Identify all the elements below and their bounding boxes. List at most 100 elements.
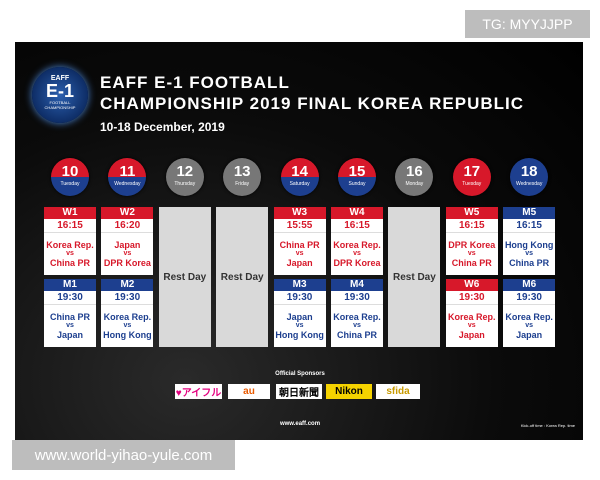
away-team: China PR <box>509 258 550 268</box>
match-code: M4 <box>331 279 383 291</box>
kickoff-time: 19:30 <box>44 291 96 305</box>
away-team: DPR Korea <box>103 258 151 268</box>
versus: vs <box>66 250 74 257</box>
teams: China PR vs Japan <box>44 305 96 347</box>
logo-mark: E-1 <box>45 81 74 101</box>
weekday: Friday <box>235 181 250 187</box>
kickoff-time: 16:15 <box>44 219 96 233</box>
teams: Korea Rep. vs Japan <box>503 305 556 347</box>
weekday: Sunday <box>348 181 366 187</box>
match-card: W5 16:15 DPR Korea vs China PR <box>445 207 498 275</box>
teams: Korea Rep. vs DPR Korea <box>331 233 383 275</box>
home-team: Korea Rep. <box>103 312 152 322</box>
sponsor-logo: 朝日新聞 <box>276 384 322 399</box>
versus: vs <box>66 322 74 329</box>
day-number: 17 <box>463 163 481 180</box>
teams: Hong Kong vs China PR <box>503 233 556 275</box>
match-code: W4 <box>331 207 383 219</box>
weekday: Thursday <box>174 181 196 187</box>
weekday: Wednesday <box>114 181 141 187</box>
match-code: M5 <box>503 207 556 219</box>
sponsor-logo: Nikon <box>326 384 372 399</box>
match-code: W6 <box>445 279 498 291</box>
versus: vs <box>353 250 361 257</box>
home-team: China PR <box>279 240 320 250</box>
away-team: DPR Korea <box>333 258 381 268</box>
day-number: 11 <box>119 163 136 180</box>
home-team: Korea Rep. <box>448 312 496 322</box>
logo: EAFF E-1 FOOTBALL CHAMPIONSHIP <box>32 67 88 123</box>
weekday: Wednesday <box>516 181 543 187</box>
day-badge: 10 Tuesday <box>51 158 89 196</box>
match-code: M1 <box>44 279 96 291</box>
day-badge: 18 Wednesday <box>510 158 549 196</box>
versus: vs <box>525 250 534 257</box>
teams: China PR vs Japan <box>273 233 326 275</box>
teams: Korea Rep. vs Japan <box>445 305 498 347</box>
day-badge: 12 Thursday <box>165 158 204 196</box>
match-code: W2 <box>101 207 154 219</box>
day-number: 10 <box>61 163 79 180</box>
match-code: M3 <box>273 279 326 291</box>
teams: Korea Rep. vs China PR <box>331 305 383 347</box>
watermark: www.world-yihao-yule.com <box>12 440 235 470</box>
kickoff-time: 16:15 <box>503 219 556 233</box>
versus: vs <box>353 322 361 329</box>
sponsor-logo: ♥アイフル <box>175 384 222 399</box>
day-badge: 15 Sunday <box>338 158 376 196</box>
match-code: M6 <box>503 279 556 291</box>
title: EAFF E-1 FOOTBALL <box>100 73 290 92</box>
away-team: Hong Kong <box>103 330 152 340</box>
kickoff-time: 19:30 <box>503 291 556 305</box>
teams: Japan vs DPR Korea <box>101 233 154 275</box>
match-card: W4 16:15 Korea Rep. vs DPR Korea <box>331 207 383 275</box>
kickoff-time: 19:30 <box>273 291 326 305</box>
kickoff-time: 15:55 <box>273 219 326 233</box>
away-team: Japan <box>56 330 83 340</box>
match-card: W6 19:30 Korea Rep. vs Japan <box>445 279 498 347</box>
sponsor-logo: sfida <box>376 384 420 399</box>
footer-url: www.eaff.com <box>279 421 321 427</box>
match-code: M2 <box>101 279 154 291</box>
versus: vs <box>295 250 304 257</box>
kickoff-time: 19:30 <box>101 291 154 305</box>
footer-note: Kick-off time : Korea Rep. time <box>520 423 575 428</box>
versus: vs <box>295 322 304 329</box>
teams: Korea Rep. vs China PR <box>44 233 96 275</box>
day-number: 13 <box>233 163 251 180</box>
watermark: TG: MYYJJPP <box>465 10 590 38</box>
logo-sub: FOOTBALL CHAMPIONSHIP <box>44 100 76 110</box>
day-number: 12 <box>176 163 194 180</box>
kickoff-time: 16:15 <box>331 219 383 233</box>
kickoff-time: 16:20 <box>101 219 154 233</box>
home-team: Japan <box>286 312 313 322</box>
kickoff-time: 19:30 <box>445 291 498 305</box>
day-number: 14 <box>291 163 308 180</box>
away-team: Japan <box>458 330 485 340</box>
match-card: W3 15:55 China PR vs Japan <box>273 207 326 275</box>
weekday: Tuesday <box>462 181 482 187</box>
match-card: W2 16:20 Japan vs DPR Korea <box>101 207 154 275</box>
away-team: China PR <box>49 258 90 268</box>
match-card: M4 19:30 Korea Rep. vs China PR <box>331 279 383 347</box>
home-team: Korea Rep. <box>505 312 553 322</box>
day-badge: 17 Tuesday <box>452 158 491 196</box>
away-team: Japan <box>286 258 313 268</box>
home-team: China PR <box>49 312 90 322</box>
away-team: China PR <box>336 330 377 340</box>
kickoff-time: 19:30 <box>331 291 383 305</box>
day-badge: 16 Monday <box>395 158 434 196</box>
weekday: Saturday <box>289 181 310 187</box>
weekday: Tuesday <box>60 181 80 187</box>
day-badge: 14 Saturday <box>280 158 319 196</box>
home-team: DPR Korea <box>448 240 496 250</box>
kickoff-time: 16:15 <box>445 219 498 233</box>
match-code: W3 <box>273 207 326 219</box>
match-card: M2 19:30 Korea Rep. vs Hong Kong <box>101 279 154 347</box>
logo-brand: EAFF <box>50 75 70 82</box>
rest-day: Rest Day <box>388 207 441 347</box>
day-number: 18 <box>520 163 538 180</box>
away-team: Japan <box>516 330 543 340</box>
title: CHAMPIONSHIP 2019 FINAL KOREA REPUBLIC <box>100 94 525 113</box>
